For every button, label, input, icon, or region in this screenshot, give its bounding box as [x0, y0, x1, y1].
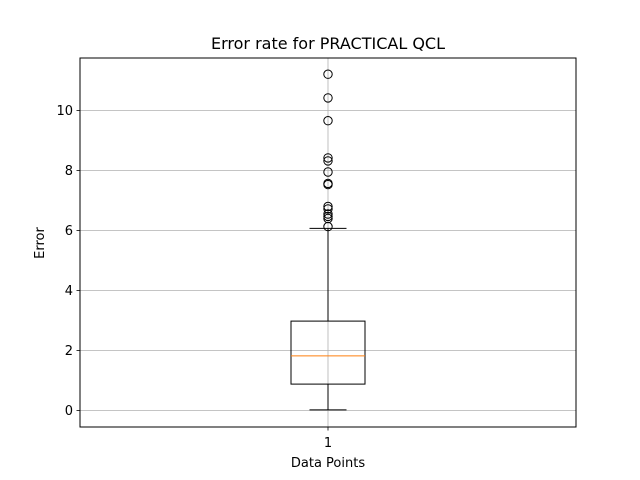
y-tick-label: 2: [65, 344, 73, 359]
outlier-point: [323, 153, 333, 163]
y-tick-label: 10: [56, 104, 73, 119]
plot-area: [290, 69, 366, 411]
iqr-box: [290, 320, 366, 385]
outlier-point: [323, 178, 333, 189]
outlier-point: [323, 93, 333, 103]
outlier-point: [323, 116, 333, 126]
y-tick-label: 6: [65, 224, 73, 239]
outlier-point: [323, 69, 333, 79]
outlier-point: [323, 211, 333, 222]
outlier-point: [323, 209, 333, 219]
y-axis-ticks: 0 2 4 6 8 10: [56, 104, 80, 419]
outlier-point: [323, 201, 333, 212]
y-tick-label: 4: [65, 284, 73, 299]
outlier-point: [323, 204, 333, 214]
outlier-point: [323, 167, 333, 177]
x-axis-ticks: 1: [324, 427, 332, 451]
outlier-point: [323, 156, 333, 166]
chart-title: Error rate for PRACTICAL QCL: [211, 34, 445, 53]
y-tick-label: 0: [65, 404, 73, 419]
x-tick-label: 1: [324, 436, 332, 451]
x-axis-label: Data Points: [291, 456, 365, 471]
y-tick-label: 8: [65, 164, 73, 179]
y-axis-label: Error: [33, 227, 48, 259]
